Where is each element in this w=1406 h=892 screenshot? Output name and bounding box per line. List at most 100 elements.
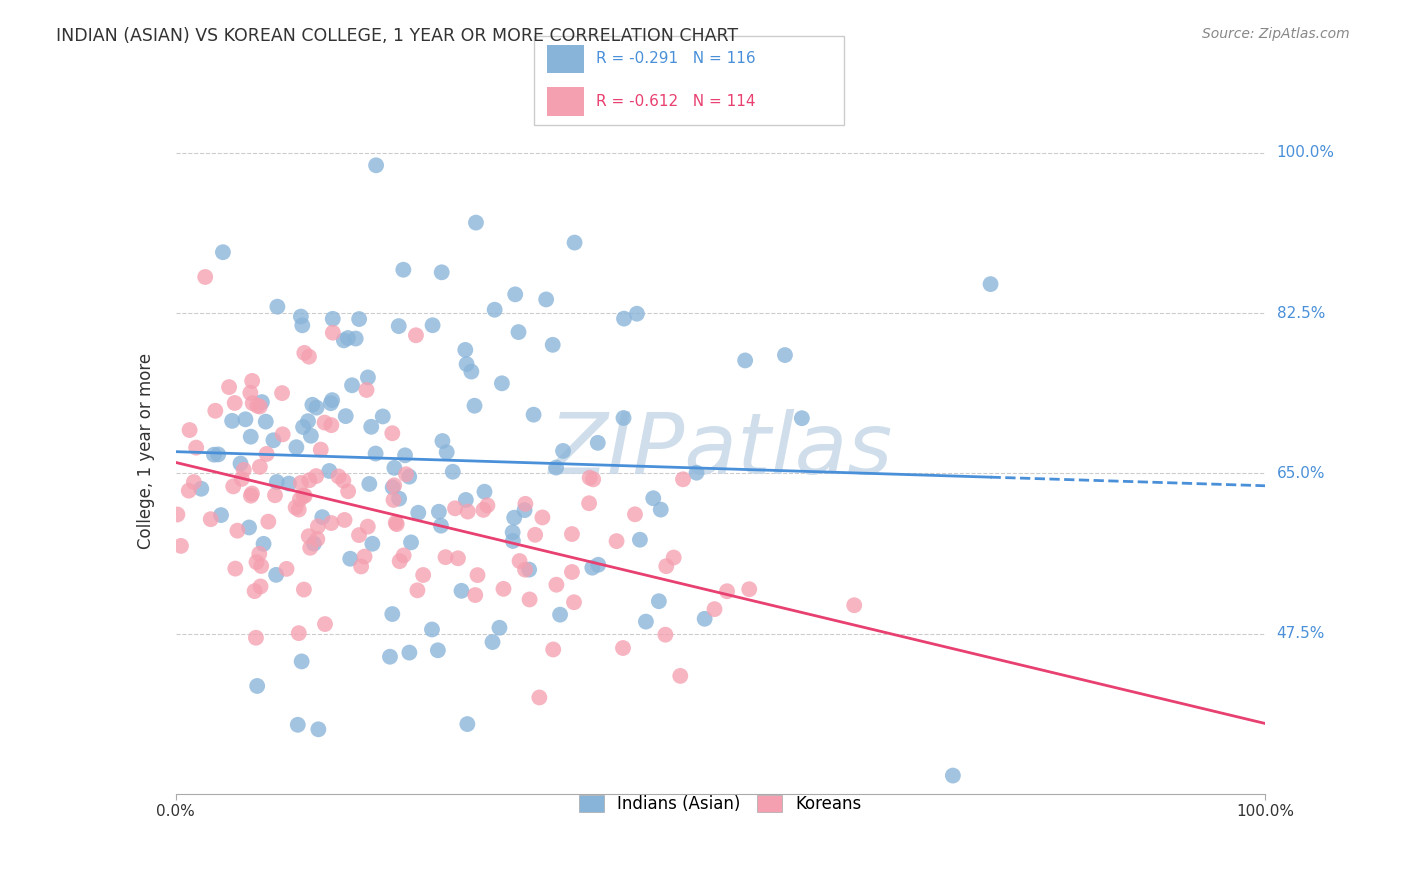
Point bbox=[447, 551, 470, 566]
Point bbox=[231, 472, 253, 486]
Point bbox=[426, 643, 449, 657]
Point bbox=[406, 583, 429, 598]
Point bbox=[292, 420, 315, 434]
FancyBboxPatch shape bbox=[534, 36, 844, 125]
Point bbox=[302, 536, 325, 550]
Point bbox=[353, 549, 375, 564]
Text: R = -0.612   N = 114: R = -0.612 N = 114 bbox=[596, 95, 755, 109]
Point bbox=[472, 503, 495, 517]
Point bbox=[271, 427, 294, 442]
Point bbox=[249, 579, 271, 593]
Point bbox=[643, 491, 665, 506]
Point bbox=[212, 245, 235, 260]
Point bbox=[534, 293, 557, 307]
Point bbox=[541, 338, 564, 352]
Point bbox=[246, 399, 269, 413]
Point bbox=[356, 383, 378, 397]
Point bbox=[457, 505, 479, 519]
Y-axis label: College, 1 year or more: College, 1 year or more bbox=[136, 352, 155, 549]
Point bbox=[474, 484, 496, 499]
Point bbox=[382, 460, 405, 475]
Point bbox=[254, 415, 277, 429]
Point bbox=[524, 528, 547, 542]
Point bbox=[271, 386, 294, 401]
Text: 100.0%: 100.0% bbox=[1277, 145, 1334, 161]
Point bbox=[347, 528, 370, 542]
Point bbox=[245, 555, 267, 569]
Point bbox=[307, 519, 329, 533]
Point bbox=[427, 505, 450, 519]
Point bbox=[232, 463, 254, 477]
Point bbox=[626, 307, 648, 321]
Point bbox=[299, 429, 322, 443]
Point bbox=[328, 469, 350, 483]
Point bbox=[515, 497, 537, 511]
Point bbox=[503, 510, 526, 524]
Point bbox=[562, 595, 585, 609]
FancyBboxPatch shape bbox=[547, 45, 583, 73]
Point bbox=[200, 512, 222, 526]
Point bbox=[276, 562, 298, 576]
Point bbox=[364, 158, 387, 172]
Point bbox=[318, 464, 340, 478]
Point bbox=[581, 560, 603, 574]
Text: INDIAN (ASIAN) VS KOREAN COLLEGE, 1 YEAR OR MORE CORRELATION CHART: INDIAN (ASIAN) VS KOREAN COLLEGE, 1 YEAR… bbox=[56, 27, 738, 45]
Point bbox=[322, 311, 344, 326]
Point bbox=[264, 567, 287, 582]
Point bbox=[186, 441, 208, 455]
Point bbox=[450, 583, 472, 598]
Point bbox=[509, 554, 531, 568]
Point bbox=[612, 411, 634, 425]
Point bbox=[266, 300, 288, 314]
Point bbox=[249, 400, 271, 414]
Point bbox=[292, 489, 315, 503]
Point bbox=[463, 399, 485, 413]
Point bbox=[319, 396, 342, 410]
Point bbox=[381, 480, 404, 494]
Point bbox=[305, 401, 328, 415]
Point bbox=[441, 465, 464, 479]
Point bbox=[314, 416, 336, 430]
Point bbox=[522, 408, 544, 422]
Point bbox=[183, 475, 205, 489]
Point bbox=[465, 216, 488, 230]
Point bbox=[434, 550, 457, 565]
Point bbox=[221, 414, 243, 428]
Point bbox=[456, 717, 478, 731]
Point bbox=[378, 649, 401, 664]
Point bbox=[513, 503, 536, 517]
Point bbox=[669, 669, 692, 683]
Point bbox=[337, 484, 360, 499]
Point bbox=[456, 357, 478, 371]
Point bbox=[444, 501, 467, 516]
Point bbox=[548, 607, 571, 622]
Point bbox=[405, 328, 427, 343]
Point bbox=[513, 563, 536, 577]
Point bbox=[430, 265, 453, 279]
Point bbox=[432, 434, 454, 448]
Point bbox=[381, 426, 404, 441]
Point bbox=[564, 235, 586, 250]
Point bbox=[218, 380, 240, 394]
Point bbox=[561, 565, 583, 579]
Point bbox=[301, 398, 323, 412]
Point bbox=[693, 612, 716, 626]
Point bbox=[222, 479, 245, 493]
Point bbox=[207, 447, 229, 461]
Point bbox=[336, 331, 359, 345]
Point bbox=[392, 549, 415, 563]
Point bbox=[546, 460, 568, 475]
Point bbox=[298, 529, 321, 543]
Point bbox=[340, 378, 363, 392]
Text: R = -0.291   N = 116: R = -0.291 N = 116 bbox=[596, 52, 756, 66]
Point bbox=[307, 532, 329, 546]
Point bbox=[209, 508, 232, 522]
Point bbox=[190, 482, 212, 496]
Point bbox=[422, 318, 444, 333]
Point bbox=[484, 302, 506, 317]
Point bbox=[202, 448, 225, 462]
Point bbox=[586, 558, 609, 572]
Point bbox=[578, 496, 600, 510]
Point bbox=[546, 578, 568, 592]
Point bbox=[491, 376, 513, 391]
